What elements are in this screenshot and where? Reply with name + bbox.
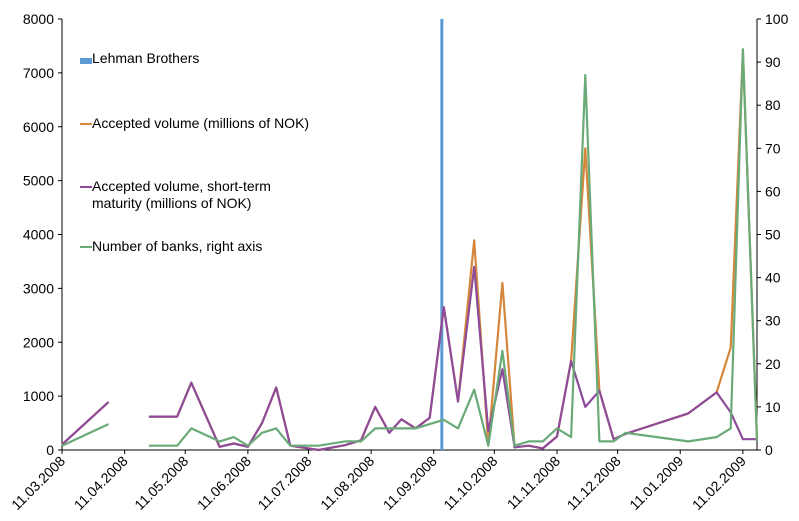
legend-swatch xyxy=(80,246,92,248)
series-line xyxy=(148,265,757,452)
legend-swatch xyxy=(80,123,92,125)
series-line xyxy=(61,401,110,446)
x-tick-label: 11.03.2008 xyxy=(8,453,68,513)
y-tick-label: 0 xyxy=(46,442,54,458)
legend-label: Accepted volume, short-term maturity (mi… xyxy=(92,178,271,211)
y2-tick-label: 60 xyxy=(765,183,781,199)
legend-swatch xyxy=(80,58,92,64)
x-tick-label: 11.10.2008 xyxy=(440,453,500,513)
x-tick-label: 11.01.2009 xyxy=(626,453,686,513)
y-tick-label: 3000 xyxy=(23,280,54,296)
y2-tick-label: 70 xyxy=(765,140,781,156)
legend-item: Accepted volume (millions of NOK) xyxy=(80,115,340,132)
y-tick-label: 4000 xyxy=(23,227,54,243)
x-tick-label: 11.04.2008 xyxy=(71,453,131,513)
y2-tick-label: 90 xyxy=(765,54,781,70)
legend-item: Lehman Brothers xyxy=(80,50,340,67)
y2-tick-label: 0 xyxy=(765,442,773,458)
y2-tick-label: 30 xyxy=(765,313,781,329)
y2-tick-label: 40 xyxy=(765,270,781,286)
y2-tick-label: 80 xyxy=(765,97,781,113)
y-tick-label: 2000 xyxy=(23,334,54,350)
y-tick-label: 8000 xyxy=(23,11,54,27)
y2-tick-label: 10 xyxy=(765,399,781,415)
legend-label: Number of banks, right axis xyxy=(92,238,263,254)
y-tick-label: 6000 xyxy=(23,119,54,135)
y-tick-label: 5000 xyxy=(23,173,54,189)
legend-label: Accepted volume (millions of NOK) xyxy=(92,115,310,131)
x-tick-label: 11.09.2008 xyxy=(380,453,440,513)
y-tick-label: 7000 xyxy=(23,65,54,81)
y2-tick-label: 50 xyxy=(765,227,781,243)
x-tick-label: 11.07.2008 xyxy=(254,453,314,513)
x-tick-label: 11.05.2008 xyxy=(131,453,191,513)
x-tick-label: 11.08.2008 xyxy=(317,453,377,513)
series-line xyxy=(148,48,759,447)
y-tick-label: 1000 xyxy=(23,388,54,404)
x-tick-label: 11.06.2008 xyxy=(194,453,254,513)
legend-swatch xyxy=(80,186,92,188)
x-tick-label: 11.02.2009 xyxy=(689,453,749,513)
y2-tick-label: 20 xyxy=(765,356,781,372)
legend-label: Lehman Brothers xyxy=(92,50,200,66)
legend-item: Accepted volume, short-term maturity (mi… xyxy=(80,178,340,212)
x-tick-label: 11.12.2008 xyxy=(564,453,624,513)
legend-item: Number of banks, right axis xyxy=(80,238,340,255)
x-tick-label: 11.11.2008 xyxy=(504,453,564,513)
y2-tick-label: 100 xyxy=(765,11,789,27)
series-line xyxy=(61,423,109,447)
